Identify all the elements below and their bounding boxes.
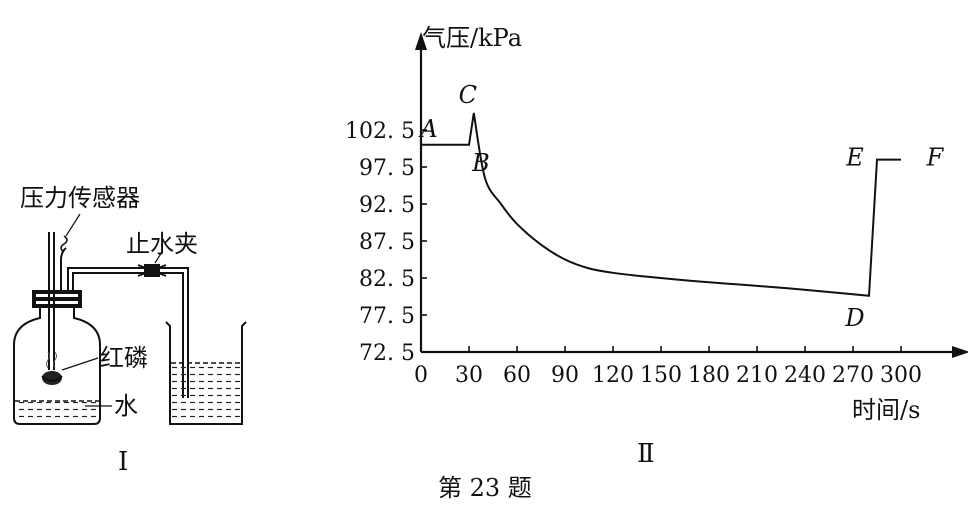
point-label-a: A [418, 115, 437, 143]
red-phosphorus-icon [42, 371, 62, 385]
water-clamp-icon [137, 264, 167, 277]
sensor-coil-icon [60, 235, 68, 253]
y-axis-label: 气压/kPa [422, 24, 522, 52]
x-tick-label: 150 [640, 363, 682, 388]
x-tick-label: 0 [414, 363, 428, 388]
reaction-bottle [13, 308, 101, 425]
beaker-water [172, 364, 240, 422]
y-tick-label: 102. 5 [345, 119, 415, 144]
x-tick-label: 180 [688, 363, 730, 388]
bottle-water [16, 402, 98, 422]
smoke-icon [46, 351, 50, 369]
y-axis-arrow-icon [415, 32, 427, 50]
y-tick-label: 72. 5 [359, 341, 415, 366]
point-label-f: F [926, 144, 945, 172]
x-tick-label: 60 [503, 363, 531, 388]
point-labels: A B C D E F [418, 81, 944, 332]
rubber-stopper [32, 290, 82, 308]
x-tick-label: 270 [832, 363, 874, 388]
x-tick-labels: 0 30 60 90 120 150 180 210 240 270 300 [414, 346, 922, 388]
y-tick-label: 87. 5 [359, 230, 415, 255]
x-tick-label: 210 [736, 363, 778, 388]
figure-1-label: Ⅰ [118, 447, 128, 477]
connecting-tube [67, 267, 189, 398]
beaker [165, 321, 247, 425]
figure-2-label: Ⅱ [637, 439, 655, 469]
apparatus-diagram: 压力传感器 止水夹 红磷 水 Ⅰ [13, 184, 247, 477]
point-label-d: D [844, 304, 864, 332]
y-tick-labels: 72. 5 77. 5 82. 5 87. 5 92. 5 97. 5 102. 5 [345, 119, 427, 366]
x-tick-label: 240 [784, 363, 826, 388]
pressure-sensor-probe [60, 247, 67, 290]
point-label-c: C [459, 81, 477, 109]
point-label-b: B [471, 149, 490, 177]
sensor-label: 压力传感器 [20, 184, 140, 212]
question-caption: 第 23 题 [438, 474, 532, 502]
series-line [421, 112, 901, 297]
x-axis-arrow-icon [952, 346, 968, 358]
x-tick-label: 300 [880, 363, 922, 388]
y-tick-label: 82. 5 [359, 267, 415, 292]
y-tick-label: 97. 5 [359, 156, 415, 181]
water-label: 水 [114, 392, 138, 420]
pressure-curve [421, 112, 901, 297]
y-tick-label: 92. 5 [359, 193, 415, 218]
phosphorus-label: 红磷 [100, 344, 148, 372]
x-tick-label: 30 [455, 363, 483, 388]
point-label-e: E [845, 144, 864, 172]
pressure-chart: 0 30 60 90 120 150 180 210 240 270 300 72. 5 77. 5 8… [345, 24, 968, 469]
y-tick-label: 77. 5 [359, 304, 415, 329]
x-axis-label: 时间/s [852, 396, 920, 424]
x-tick-label: 120 [592, 363, 634, 388]
x-tick-label: 90 [551, 363, 579, 388]
clamp-label: 止水夹 [126, 230, 198, 258]
